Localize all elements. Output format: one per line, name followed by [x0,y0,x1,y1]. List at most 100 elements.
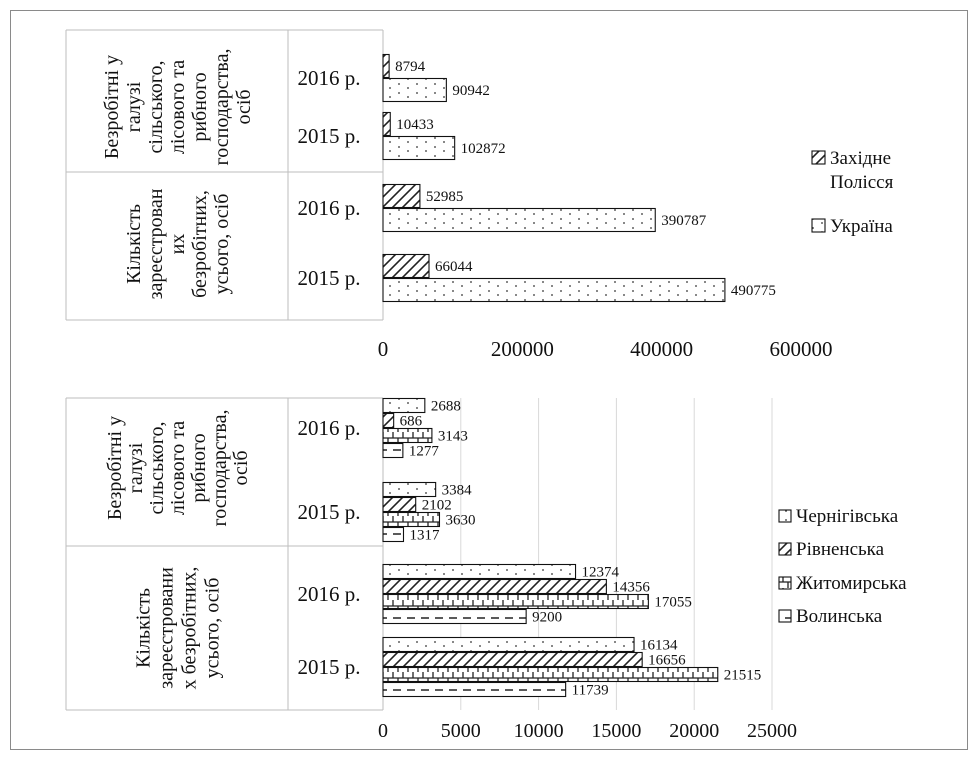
year-label: 2015 р. [298,655,361,679]
data-label: 3143 [438,429,468,445]
tick-label: 5000 [441,720,481,742]
group-label-line: усього, осіб [211,194,233,295]
data-label: 3384 [442,483,473,499]
tick-label: 15000 [591,720,641,742]
group-label-line: сільського, [145,61,167,154]
group-label-line: галузі [125,442,147,493]
group-label-line: х безробітних, [179,567,201,690]
year-label: 2015 р. [298,500,361,524]
bar [382,135,456,161]
data-label: 66044 [435,259,473,275]
group-label-line: зареєстровани [156,567,178,689]
group-label-line: зареєстрован [145,188,167,299]
tick-label: 20000 [669,720,719,742]
bar [382,427,433,444]
group-label-line: рибного [188,433,210,502]
group-label-line: Безробітні у [104,416,126,520]
tick-label: 25000 [747,720,797,742]
legend-entry: Житомирська [796,573,907,594]
data-label: 17055 [654,595,692,611]
data-label: 16134 [640,638,678,654]
data-label: 102872 [461,141,506,157]
data-label: 9200 [532,610,562,626]
data-label: 3630 [445,513,475,529]
bar [382,511,441,528]
group-label-line: сільського, [146,422,168,515]
chart-2: Безробітні у галузі сільського, лісового та… [65,397,907,742]
bar [382,608,527,625]
legend-entry: Волинська [796,606,883,627]
bar [382,681,567,698]
group-label-line: осіб [230,450,252,485]
group-label-line: рибного [189,72,211,141]
legend-swatch [811,150,826,165]
data-label: 14356 [612,580,650,596]
tick-label: 400000 [630,337,693,361]
legend-swatch [778,609,792,623]
data-label: 16656 [648,653,686,669]
year-label: 2016 р. [298,66,361,90]
legend-swatch [778,542,792,556]
group-label-1: Безробітні у галузі сільського, лісового та… [101,49,255,166]
chart-1: Безробітні у галузі сільського, лісового та… [65,29,894,361]
legend-entry: Полісся [830,172,894,193]
group-label-line: их [167,234,189,255]
bar [382,183,421,209]
data-label: 21515 [724,668,762,684]
bar [382,207,656,233]
bar [382,53,390,79]
group-label-line: Кількість [133,588,155,668]
group-label-line: господарства, [211,49,233,166]
data-label: 8794 [395,59,426,75]
legend-entry: Україна [830,216,893,237]
year-label: 2016 р. [298,582,361,606]
group-label-line: осіб [233,89,255,124]
legend-entry: Чернігівська [796,506,899,527]
group-label-line: безробітних, [189,190,211,298]
legend-swatch [778,576,792,590]
bar [382,442,404,459]
bar [382,636,635,653]
group-label-line: Безробітні у [101,55,123,159]
tick-label: 0 [378,720,388,742]
tick-label: 10000 [514,720,564,742]
legend-entry: Західне [830,148,891,169]
bar [382,397,426,414]
data-label: 11739 [572,683,609,699]
year-label: 2016 р. [298,196,361,220]
group-label-2: Кількість зареєстрован их безробітних, усьог… [123,188,233,299]
group-label-line: лісового та [167,421,189,515]
data-label: 90942 [452,83,490,99]
bar [382,593,649,610]
group-label-2: Кількість зареєстровани х безробітних, усьо… [133,567,224,690]
data-label: 1277 [409,444,440,460]
data-label: 490775 [731,283,776,299]
bar [382,277,726,303]
bar [382,496,417,513]
legend-swatch [778,509,792,523]
bar [382,253,430,279]
legend-entry: Рівненська [796,539,885,560]
data-label: 1317 [409,528,440,544]
figure-frame [10,10,968,750]
data-label: 10433 [396,117,434,133]
group-label-1: Безробітні у галузі сільського, лісового та… [104,410,252,527]
bar [382,111,391,137]
bar [382,77,447,103]
group-label-line: лісового та [167,60,189,154]
bar [382,526,405,543]
bar [382,412,395,429]
group-label-line: господарства, [209,410,231,527]
bar [382,578,607,595]
data-label: 52985 [426,189,464,205]
group-label-line: Кількість [123,204,145,284]
data-label: 2688 [431,399,461,415]
year-label: 2015 р. [298,124,361,148]
group-label-line: галузі [123,81,145,132]
tick-label: 200000 [491,337,554,361]
bar [382,651,643,668]
group-label-line: усього, осіб [202,578,224,679]
tick-label: 600000 [770,337,833,361]
bar [382,563,577,580]
